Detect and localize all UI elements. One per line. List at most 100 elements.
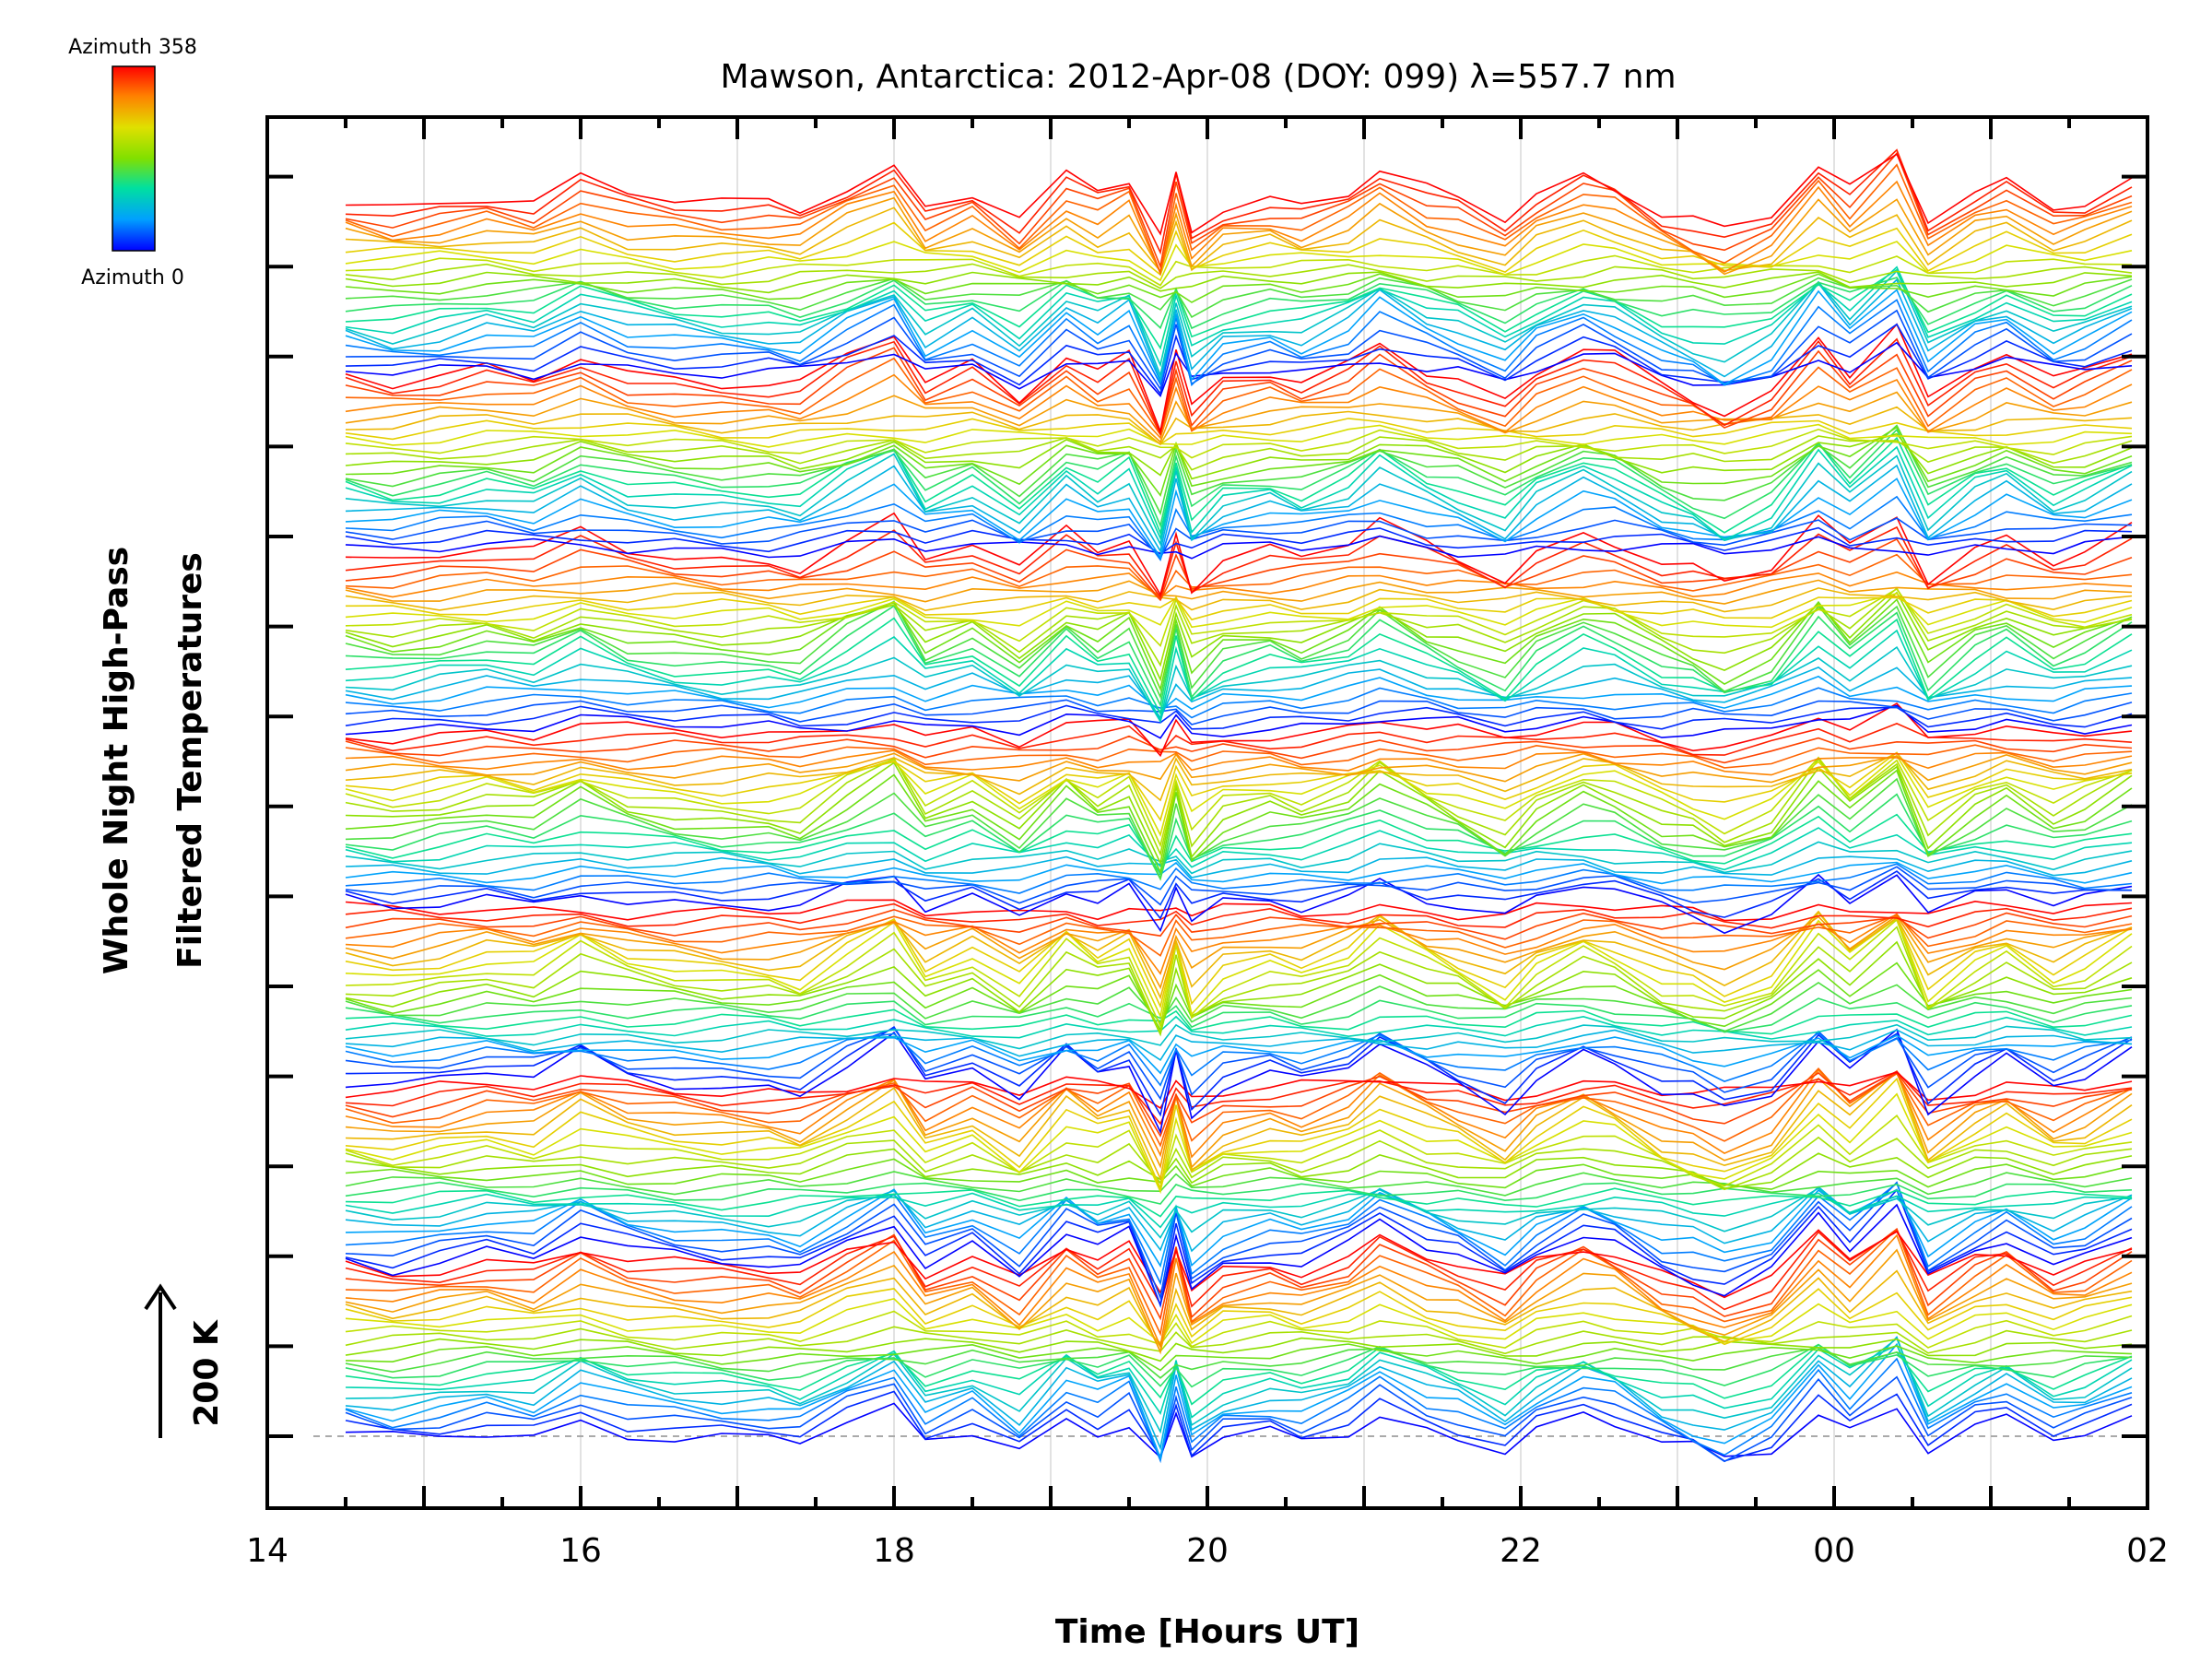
temperature-trace [345,148,2133,255]
temperature-trace [345,323,2133,434]
temperature-trace [345,453,2133,547]
temperature-trace [345,265,2133,368]
temperature-trace [345,268,2133,350]
temperature-trace [345,961,2133,1032]
temperature-trace [345,751,2133,822]
temperature-trace [345,391,2133,443]
temperature-trace [345,1248,2133,1355]
temperature-trace [345,981,2133,1032]
temperature-trace [345,1227,2133,1337]
temperature-trace [345,870,2133,920]
x-tick-label: 00 [1813,1532,1855,1570]
temperature-trace [345,591,2133,682]
colorbar-bottom-label: Azimuth 0 [81,266,184,289]
temperature-trace [345,423,2133,448]
temperature-trace [345,863,2133,894]
temperature-trace [345,1015,2133,1040]
temperature-trace [345,1344,2133,1419]
temperature-trace [345,752,2133,784]
temperature-trace [345,1336,2133,1451]
temperature-trace [345,587,2133,648]
temperature-trace [345,587,2133,613]
temperature-trace [345,1298,2133,1345]
temperature-trace [345,1182,2133,1286]
temperature-trace [345,435,2133,471]
temperature-trace [345,1228,2133,1321]
temperature-trace [345,163,2133,277]
temperature-trace [345,1115,2133,1191]
temperature-trace [345,617,2133,716]
temperature-trace [345,1148,2133,1189]
x-tick-label: 16 [559,1532,602,1570]
temperature-trace [345,1337,2133,1434]
temperature-trace [345,535,2133,560]
temperature-trace [345,926,2133,1036]
temperature-trace [345,254,2133,287]
temperature-trace [345,600,2133,700]
temperature-trace [345,916,2133,1019]
temperature-trace [345,1342,2133,1461]
temperature-trace [345,269,2133,378]
temperature-trace [345,1375,2133,1463]
colorbar-top-label: Azimuth 358 [68,36,197,59]
tick-layer: 14 16 18 20 22 00 02 [246,117,2169,1570]
temperature-trace [345,424,2133,516]
temperature-trace [345,704,2133,730]
temperature-trace [345,1310,2133,1349]
temperature-trace [345,1288,2133,1349]
temperature-trace [345,723,2133,756]
temperature-trace [345,1029,2133,1062]
temperature-trace [345,525,2133,599]
temperature-trace [345,666,2133,719]
temperature-trace [345,196,2133,276]
temperature-trace [345,517,2133,560]
temperature-trace [345,1171,2133,1197]
temperature-trace [345,1034,2133,1075]
temperature-trace [345,1326,2133,1355]
temperature-trace [345,861,2133,885]
temperature-trace [345,428,2133,528]
temperature-trace [345,761,2133,866]
x-tick-label: 02 [2126,1532,2169,1570]
y-axis-label-line1: Whole Night High-Pass [98,547,135,974]
temperature-trace [345,428,2133,459]
temperature-trace [345,687,2133,719]
temperature-trace [345,1185,2133,1253]
temperature-trace [345,278,2133,383]
temperature-trace [345,1077,2133,1191]
temperature-trace [345,299,2133,387]
temperature-trace [345,277,2133,318]
temperature-trace [345,1390,2133,1462]
temperature-trace [345,866,2133,906]
temperature-trace [345,273,2133,303]
temperature-trace [345,418,2133,445]
temperature-trace [345,277,2133,330]
temperature-trace [345,445,2133,541]
temperature-trace [345,1032,2133,1087]
temperature-trace [345,598,2133,692]
temperature-trace [345,495,2133,561]
temperature-trace [345,263,2133,289]
chart-title: Mawson, Antarctica: 2012-Apr-08 (DOY: 09… [720,58,1676,96]
temperature-trace [345,323,2133,395]
temperature-trace [345,1070,2133,1126]
x-tick-label: 18 [873,1532,915,1570]
temperature-trace [345,241,2133,282]
temperature-trace [345,347,2133,436]
y-axis-label-line2: Filtered Temperatures [171,552,209,969]
temperature-trace [345,1337,2133,1362]
temperature-trace [345,899,2133,922]
temperature-trace [345,1203,2133,1308]
x-axis-label: Time [Hours UT] [1055,1613,1359,1651]
temperature-trace [345,1028,2133,1135]
temperature-trace [345,1071,2133,1110]
temperature-trace [345,902,2133,929]
temperature-trace [345,373,2133,440]
temperature-trace [345,586,2133,667]
temperature-trace [345,1230,2133,1311]
temperature-trace [345,592,2133,629]
temperature-trace [345,749,2133,776]
temperature-trace [345,309,2133,391]
temperature-trace [345,827,2133,871]
temperature-trace [345,813,2133,876]
